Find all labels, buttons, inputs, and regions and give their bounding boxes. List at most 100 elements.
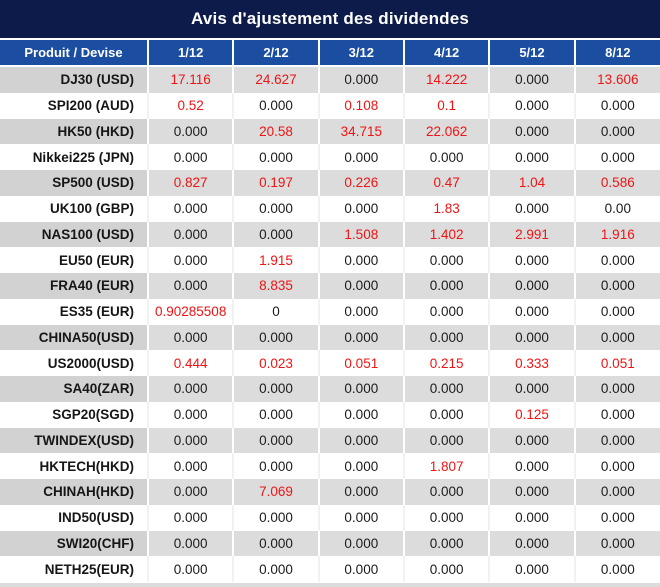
value-cell: 0.000	[403, 298, 491, 325]
table-row: HK50 (HKD) 0.000 20.58 34.715 22.062 0.000 0.0…	[0, 118, 660, 145]
value-cell: 0.000	[233, 530, 320, 557]
value-cell: 0.000	[148, 556, 235, 582]
value-cell: 0.52	[148, 92, 235, 119]
value-cell: 0.000	[574, 118, 660, 145]
value-cell: 0.000	[574, 376, 660, 402]
value-cell: 0.000	[148, 479, 235, 505]
product-cell: TWINDEX(USD)	[0, 427, 149, 454]
value-cell: 0.000	[574, 530, 660, 557]
value-cell: 0.000	[318, 273, 405, 299]
value-cell: 0.000	[600, 98, 635, 114]
value-cell: 0.000	[489, 92, 576, 119]
value-cell: 17.116	[148, 66, 235, 93]
date-column-header: 2/12	[233, 40, 320, 67]
date-column-header: 8/12	[574, 40, 660, 67]
product-cell: SPI200 (AUD)	[0, 92, 149, 119]
value-cell: 0.000	[489, 427, 576, 454]
product-cell: US2000(USD)	[0, 350, 149, 376]
value-cell: 0.000	[233, 401, 320, 428]
value-cell: 0.000	[574, 273, 660, 299]
value-cell: 0.000	[233, 376, 320, 402]
product-cell: UK100 (GBP)	[0, 195, 149, 222]
table-row: IND50(USD) 0.000 0.000 0.000 0.000 0.000 0.000	[0, 504, 660, 531]
table-row: CHINAH(HKD) 0.000 7.069 0.000 0.000 0.000 0.00…	[0, 479, 660, 505]
value-cell: 0.90285508	[148, 298, 235, 325]
value-cell: 0.000	[148, 221, 235, 248]
value-cell: 0.000	[600, 407, 635, 423]
value-cell: 0.000	[489, 556, 576, 582]
value-cell: 0.000	[318, 247, 405, 273]
value-cell: 0.000	[148, 144, 235, 170]
table-row: US2000(USD) 0.444 0.023 0.051 0.215 0.333 0.05…	[0, 350, 660, 376]
value-cell: 0.215	[403, 350, 491, 376]
value-cell: 0.000	[403, 376, 491, 402]
dividends-table: Produit / Devise 1/12 2/12 3/12 4/12 5/12 8/12…	[0, 40, 660, 582]
value-cell: 0.333	[489, 350, 576, 376]
value-cell: 0.000	[148, 324, 235, 351]
table-row: HKTECH(HKD) 0.000 0.000 0.000 1.807 0.000 0.00…	[0, 453, 660, 479]
table-row: NAS100 (USD) 0.000 0.000 1.508 1.402 2.991 1.9…	[0, 221, 660, 248]
value-cell: 0.000	[489, 376, 576, 402]
table-row: DJ30 (USD) 17.116 24.627 0.000 14.222 0.000 13…	[0, 66, 660, 93]
value-cell: 0.000	[600, 561, 635, 577]
date-column-header: 3/12	[318, 40, 405, 67]
value-cell: 0.000	[403, 556, 491, 582]
value-cell: 0.051	[318, 350, 405, 376]
value-cell: 34.715	[318, 118, 405, 145]
value-cell: 0.586	[574, 170, 660, 196]
value-cell: 0.000	[148, 401, 235, 428]
product-cell: SGP20(SGD)	[0, 401, 149, 428]
value-cell: 0.000	[318, 427, 405, 454]
value-cell: 0.000	[489, 247, 576, 273]
value-cell: 0.000	[489, 118, 576, 145]
product-cell: HK50 (HKD)	[0, 118, 149, 145]
value-cell: 0.000	[148, 273, 235, 299]
value-cell: 1.04	[489, 170, 576, 196]
value-cell: 0.000	[489, 479, 576, 505]
value-cell: 0.000	[233, 504, 320, 531]
value-cell: 0.125	[489, 401, 576, 428]
value-cell: 0.000	[489, 144, 576, 170]
table-row: SGP20(SGD) 0.000 0.000 0.000 0.000 0.125 0.000	[0, 401, 660, 428]
value-cell: 0.108	[318, 92, 405, 119]
value-cell: 13.606	[574, 66, 660, 93]
value-cell: 0.000	[403, 144, 491, 170]
value-cell: 0.00	[604, 201, 631, 217]
value-cell: 20.58	[233, 118, 320, 145]
value-cell: 1.402	[403, 221, 491, 248]
value-cell: 0.000	[403, 324, 491, 351]
table-row: FRA40 (EUR) 0.000 8.835 0.000 0.000 0.000 0.00…	[0, 273, 660, 299]
value-cell: 0.000	[489, 273, 576, 299]
value-cell: 0.000	[148, 427, 235, 454]
value-cell: 0.023	[233, 350, 320, 376]
product-cell: CHINA50(USD)	[0, 324, 149, 351]
value-cell: 0.000	[489, 453, 576, 479]
value-cell: 0.000	[403, 479, 491, 505]
table-row: NETH25(EUR) 0.000 0.000 0.000 0.000 0.000 0.00…	[0, 556, 660, 582]
value-cell: 0.000	[148, 376, 235, 402]
product-cell: NETH25(EUR)	[0, 556, 149, 582]
page-title: Avis d'ajustement des dividendes	[0, 0, 660, 38]
value-cell: 24.627	[233, 66, 320, 93]
date-column-header: 4/12	[403, 40, 491, 67]
value-cell: 0.000	[403, 530, 491, 557]
table-row: ES35 (EUR) 0.90285508 0 0.000 0.000 0.000 0.00…	[0, 298, 660, 325]
value-cell: 0.000	[318, 195, 405, 222]
value-cell: 0.000	[233, 427, 320, 454]
value-cell: 7.069	[233, 479, 320, 505]
value-cell: 0.000	[600, 252, 635, 268]
value-cell: 0.000	[600, 304, 635, 320]
value-cell: 0.000	[574, 479, 660, 505]
product-cell: NAS100 (USD)	[0, 221, 149, 248]
value-cell: 0.000	[318, 530, 405, 557]
date-column-header: 5/12	[489, 40, 576, 67]
value-cell: 0.000	[233, 556, 320, 582]
value-cell: 0.000	[574, 324, 660, 351]
value-cell: 14.222	[403, 66, 491, 93]
value-cell: 0.197	[233, 170, 320, 196]
table-row: SPI200 (AUD) 0.52 0.000 0.108 0.1 0.000 0.000	[0, 92, 660, 119]
product-cell: HKTECH(HKD)	[0, 453, 149, 479]
value-cell: 0.000	[148, 247, 235, 273]
value-cell: 0.226	[318, 170, 405, 196]
